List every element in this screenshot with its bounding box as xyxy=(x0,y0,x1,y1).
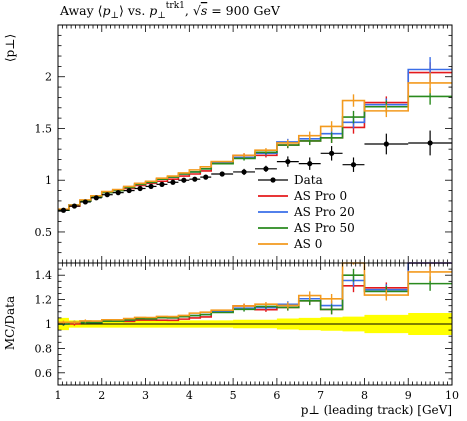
data-point xyxy=(427,140,433,146)
x-tick-label: 4 xyxy=(186,389,193,402)
data-point xyxy=(285,158,291,165)
top-panel-series xyxy=(58,57,452,212)
x-tick-label: 8 xyxy=(361,389,368,402)
series-line-as-0 xyxy=(58,82,452,210)
y-tick-label-top: 1.5 xyxy=(35,122,53,135)
y-axis-label-bottom: MC/Data xyxy=(3,296,17,350)
x-tick-label: 5 xyxy=(230,389,237,402)
legend-label-as-pro-0: AS Pro 0 xyxy=(293,189,347,203)
data-point xyxy=(126,187,132,194)
data-point xyxy=(60,207,67,213)
top-panel-ticks: 0.5 1 1.5 2 xyxy=(35,24,453,264)
data-point xyxy=(383,141,389,147)
x-tick-label: 9 xyxy=(405,389,412,402)
data-point xyxy=(181,177,187,183)
data-point xyxy=(263,166,269,172)
legend-marker-data-point xyxy=(270,177,276,183)
legend-label-as-pro-20: AS Pro 20 xyxy=(293,205,355,219)
data-point xyxy=(192,176,198,182)
y-tick-label-bottom: 0.6 xyxy=(35,367,53,380)
x-tick-label: 2 xyxy=(98,389,105,402)
data-point xyxy=(219,171,225,177)
legend-label-data: Data xyxy=(294,173,323,187)
x-tick-label: 6 xyxy=(273,389,280,402)
bottom-panel-ticks: 1 2 3 4 5 6 7 8 9 10 0.6 0.8 1 1.2 1.4 xyxy=(35,262,459,402)
top-panel-data xyxy=(58,130,452,213)
data-point xyxy=(93,195,99,201)
y-tick-label-bottom: 1.4 xyxy=(35,269,53,282)
y-tick-label-bottom: 0.8 xyxy=(35,342,53,355)
data-point xyxy=(115,190,121,196)
data-point xyxy=(71,203,78,209)
data-point xyxy=(82,199,88,205)
data-point xyxy=(350,162,357,168)
data-point xyxy=(104,192,110,198)
y-tick-label-top: 0.5 xyxy=(35,226,53,239)
data-point xyxy=(137,185,143,192)
data-point xyxy=(159,181,165,187)
y-tick-label-top: 1 xyxy=(45,174,52,187)
legend-label-as-0: AS 0 xyxy=(293,237,322,251)
x-axis-label: p⊥ (leading track) [GeV] xyxy=(301,403,452,417)
y-tick-label-bottom: 1 xyxy=(45,318,52,331)
y-tick-label-bottom: 1.2 xyxy=(35,294,53,307)
data-point xyxy=(203,174,209,180)
chart-title: Away ⟨p⊥⟩ vs. p⊥trk1, √s = 900 GeV xyxy=(59,1,281,21)
legend-label-as-pro-50: AS Pro 50 xyxy=(293,221,355,235)
x-tick-label: 7 xyxy=(317,389,324,402)
x-tick-label: 10 xyxy=(445,389,459,402)
y-axis-label-top: ⟨p⊥⟩ xyxy=(3,34,17,62)
ratio-uncertainty-band xyxy=(58,313,452,335)
x-tick-label: 3 xyxy=(142,389,149,402)
data-point xyxy=(148,183,154,190)
data-point xyxy=(329,150,335,156)
data-point xyxy=(170,179,176,185)
x-tick-label: 1 xyxy=(55,389,62,402)
ratio-line-as-0 xyxy=(58,262,452,324)
legend: Data AS Pro 0 AS Pro 20 AS Pro 50 AS 0 xyxy=(258,173,355,251)
data-point xyxy=(307,161,313,167)
data-point xyxy=(241,169,247,175)
y-tick-label-top: 2 xyxy=(45,71,52,84)
